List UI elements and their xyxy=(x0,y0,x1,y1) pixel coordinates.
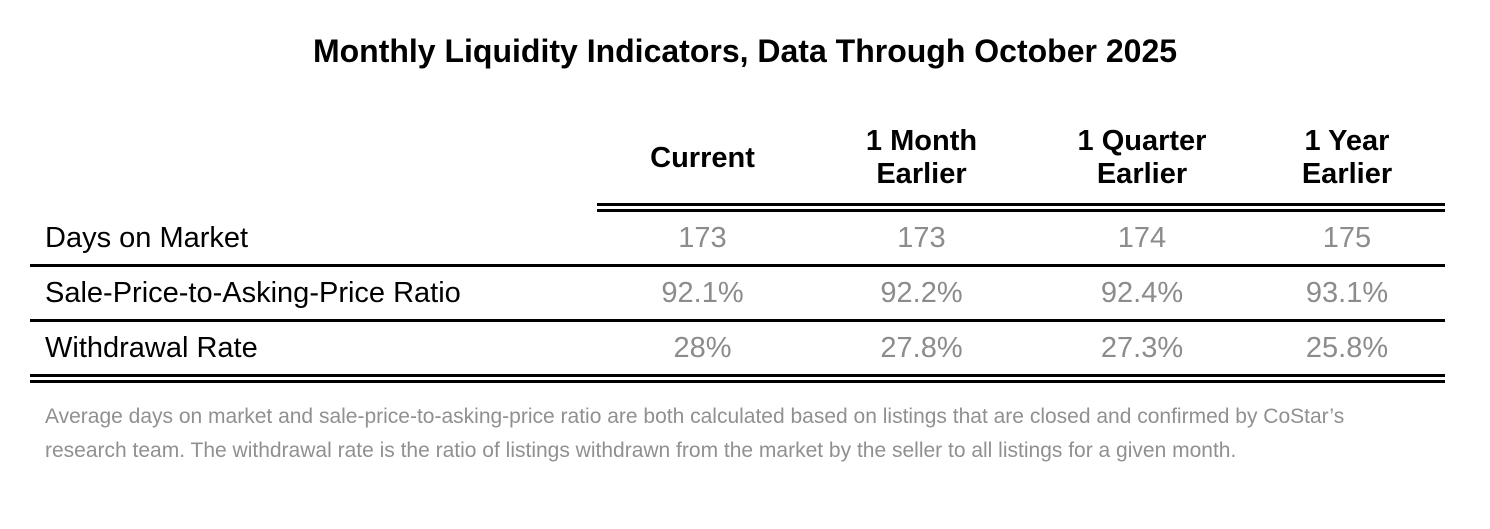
metric-value: 28% xyxy=(597,322,808,383)
row-label-column-header xyxy=(30,125,597,212)
metric-label: Sale-Price-to-Asking-Price Ratio xyxy=(30,267,597,322)
column-header-1-year-earlier: 1 Year Earlier xyxy=(1249,125,1445,212)
table-row-withdrawal-rate: Withdrawal Rate 28% 27.8% 27.3% 25.8% xyxy=(30,322,1445,383)
metric-value: 92.4% xyxy=(1035,267,1249,322)
metric-value: 174 xyxy=(1035,212,1249,267)
metric-label: Withdrawal Rate xyxy=(30,322,597,383)
table-row-days-on-market: Days on Market 173 173 174 175 xyxy=(30,212,1445,267)
liquidity-table: Current 1 Month Earlier 1 Quarter Earlie… xyxy=(30,125,1445,383)
metric-label: Days on Market xyxy=(30,212,597,267)
metric-value: 27.8% xyxy=(808,322,1035,383)
table-row-sale-price-to-asking-price-ratio: Sale-Price-to-Asking-Price Ratio 92.1% 9… xyxy=(30,267,1445,322)
column-header-1-quarter-earlier: 1 Quarter Earlier xyxy=(1035,125,1249,212)
table-title: Monthly Liquidity Indicators, Data Throu… xyxy=(312,33,1178,69)
metric-value: 25.8% xyxy=(1249,322,1445,383)
column-header-current: Current xyxy=(597,125,808,212)
column-header-1-month-earlier: 1 Month Earlier xyxy=(808,125,1035,212)
metric-value: 175 xyxy=(1249,212,1445,267)
metric-value: 27.3% xyxy=(1035,322,1249,383)
footnote: Average days on market and sale-price-to… xyxy=(30,400,1445,468)
metric-value: 92.2% xyxy=(808,267,1035,322)
metric-value: 92.1% xyxy=(597,267,808,322)
metric-value: 173 xyxy=(597,212,808,267)
footnote-line: Average days on market and sale-price-to… xyxy=(45,405,1345,428)
metric-value: 173 xyxy=(808,212,1035,267)
footnote-line: research team. The withdrawal rate is th… xyxy=(45,439,1237,462)
header-row: Current 1 Month Earlier 1 Quarter Earlie… xyxy=(30,125,1445,212)
metric-value: 93.1% xyxy=(1249,267,1445,322)
page: Monthly Liquidity Indicators, Data Throu… xyxy=(0,33,1490,468)
